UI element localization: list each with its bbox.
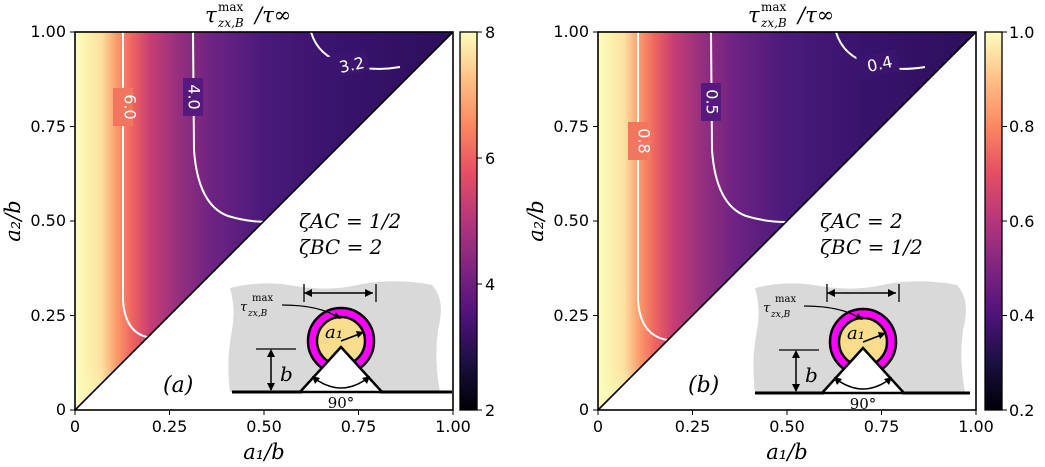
y-tick-label: 0.50 xyxy=(553,211,589,230)
x-tick-label: 0.50 xyxy=(769,417,805,436)
inset-schematic-a: a₁ max τ zx,B b 90° xyxy=(228,281,452,412)
x-tick-label: 0.75 xyxy=(341,417,377,436)
colorbar-tick-label: 1.0 xyxy=(1009,23,1034,42)
title-main: τ xyxy=(205,3,217,27)
height-label: b xyxy=(280,362,293,386)
colorbar-tick-label: 4 xyxy=(485,275,495,294)
x-axis-a: 0 0.25 0.50 0.75 1.00 xyxy=(70,410,471,436)
inset-stress-main: τ xyxy=(240,300,248,315)
zeta-bc-annotation-a: ζBC = 2 xyxy=(299,235,382,259)
colorbar-tick-label: 6 xyxy=(485,149,495,168)
x-axis-title-b: a₁/b xyxy=(766,440,807,464)
zeta-bc-annotation-b: ζBC = 1/2 xyxy=(820,235,923,259)
colorbar-b: 0.2 0.4 0.6 0.8 1.0 xyxy=(984,23,1034,420)
inset-stress-main: τ xyxy=(763,301,771,316)
contour-line-a-0 xyxy=(122,32,153,339)
y-axis-b: 0 0.25 0.50 0.75 1.00 xyxy=(553,22,598,419)
inset-stress-sup: max xyxy=(775,294,796,305)
angle-arc xyxy=(313,377,369,389)
y-tick-label: 0.25 xyxy=(553,306,589,325)
radius-label: a₁ xyxy=(847,323,865,344)
colorbar-title-b: τ max zx,B /τ∞ xyxy=(748,0,834,30)
title-main: τ xyxy=(748,3,760,27)
y-tick-label: 0 xyxy=(56,400,66,419)
contour-line-b-1 xyxy=(710,32,787,223)
inset-stress-sub: zx,B xyxy=(247,309,268,319)
y-axis-a: 0 0.25 0.50 0.75 1.00 xyxy=(30,22,75,419)
inset-stress-sub: zx,B xyxy=(770,310,791,320)
y-tick-label: 0.50 xyxy=(30,211,66,230)
radius-label: a₁ xyxy=(325,322,343,343)
title-sup: max xyxy=(761,0,787,14)
contour-label-b-0: 0.8 xyxy=(635,128,654,153)
colorbar-tick-label: 0.8 xyxy=(1009,117,1034,136)
angle-arc xyxy=(835,378,891,390)
x-axis-title-a: a₁/b xyxy=(243,440,284,464)
x-tick-label: 0 xyxy=(70,417,80,436)
x-tick-label: 0.75 xyxy=(864,417,900,436)
panel-b: 0.8 0.5 0.4 0 0.25 0.50 0.75 1.00 0 0.25… xyxy=(524,0,1034,464)
y-axis-title-b: a₂/b xyxy=(524,200,548,241)
panel-label-b: (b) xyxy=(688,373,719,398)
contour-label-a-1: 4.0 xyxy=(185,84,204,109)
notch-wedge xyxy=(297,345,385,394)
x-axis-b: 0 0.25 0.50 0.75 1.00 xyxy=(593,410,994,436)
y-tick-label: 0 xyxy=(579,400,589,419)
colorbar-tick-label: 8 xyxy=(485,23,495,42)
contour-label-a-2: 3.2 xyxy=(337,53,366,77)
diagonal-line-a xyxy=(74,31,454,411)
x-tick-label: 1.00 xyxy=(958,417,994,436)
panel-label-a: (a) xyxy=(163,373,193,398)
inset-schematic-b: a₁ max τ zx,B b 90° xyxy=(753,281,970,413)
y-tick-label: 1.00 xyxy=(553,22,589,41)
x-tick-label: 1.00 xyxy=(435,417,471,436)
angle-label: 90° xyxy=(850,395,877,413)
y-axis-title-a: a₂/b xyxy=(1,200,25,241)
contour-line-a-1 xyxy=(192,32,269,223)
angle-label: 90° xyxy=(328,394,355,412)
contour-line-b-0 xyxy=(637,32,668,341)
zeta-ac-annotation-a: ζAC = 1/2 xyxy=(299,209,401,233)
colorbar-a: 2 4 6 8 xyxy=(459,23,495,420)
notch-wedge xyxy=(819,346,907,395)
x-tick-label: 0.25 xyxy=(675,417,711,436)
title-rest: /τ∞ xyxy=(253,3,291,27)
diagonal-line-b xyxy=(597,31,977,411)
x-tick-label: 0.50 xyxy=(246,417,282,436)
height-label: b xyxy=(805,363,818,387)
title-sup: max xyxy=(218,0,244,14)
y-tick-label: 0.25 xyxy=(30,306,66,325)
zeta-ac-annotation-b: ζAC = 2 xyxy=(820,209,903,233)
x-tick-label: 0.25 xyxy=(152,417,188,436)
title-sub: zx,B xyxy=(217,16,244,30)
colorbar-tick-label: 0.6 xyxy=(1009,212,1034,231)
contour-label-a-0: 6.0 xyxy=(121,94,140,119)
colorbar-tick-label: 2 xyxy=(485,401,495,420)
x-tick-label: 0 xyxy=(593,417,603,436)
inset-stress-sup: max xyxy=(252,293,273,304)
contour-label-b-1: 0.5 xyxy=(703,89,722,114)
title-sub: zx,B xyxy=(760,16,787,30)
colorbar-tick-label: 0.2 xyxy=(1009,401,1034,420)
colorbar-title-a: τ max zx,B /τ∞ xyxy=(205,0,291,30)
contour-label-b-2: 0.4 xyxy=(865,52,894,76)
panel-a: 6.0 4.0 3.2 0 0.25 0.50 0.75 1.00 0 0.25… xyxy=(1,0,495,464)
y-tick-label: 1.00 xyxy=(30,22,66,41)
y-tick-label: 0.75 xyxy=(553,117,589,136)
colorbar-tick-label: 0.4 xyxy=(1009,306,1034,325)
title-rest: /τ∞ xyxy=(796,3,834,27)
y-tick-label: 0.75 xyxy=(30,117,66,136)
